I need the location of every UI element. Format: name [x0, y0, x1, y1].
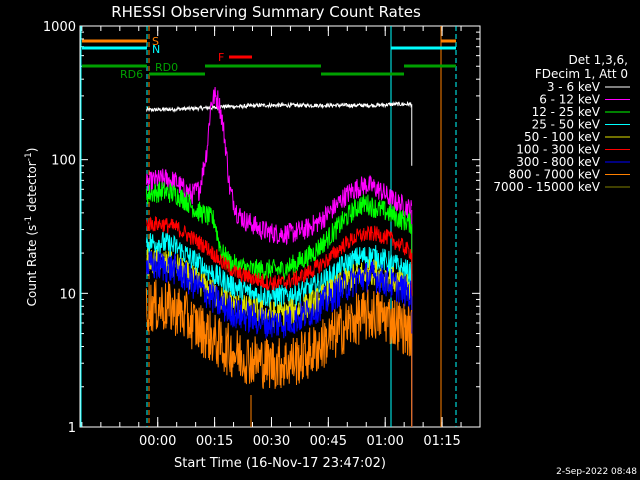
series-line-0	[145, 100, 413, 113]
series-lines	[145, 86, 413, 427]
legend-label: 6 - 12 keV	[539, 93, 601, 107]
series-line-7	[145, 279, 413, 389]
y-tick-label: 10	[59, 287, 76, 302]
y-tick-label: 100	[51, 154, 76, 169]
x-tick-label: 01:00	[366, 434, 403, 449]
flag-label-n: N	[152, 43, 160, 56]
legend-label: 7000 - 15000 keV	[493, 180, 600, 194]
y-tick-label: 1000	[43, 20, 76, 35]
flag-label-s: S	[152, 35, 159, 48]
series-line-2	[145, 181, 413, 282]
flag-label-rd0: RD0	[155, 61, 178, 74]
legend-label: 3 - 6 keV	[547, 80, 601, 94]
legend-label: 50 - 100 keV	[524, 130, 601, 144]
legend-label: 12 - 25 keV	[532, 105, 601, 119]
legend-label: 25 - 50 keV	[532, 118, 601, 132]
chart-title: RHESSI Observing Summary Count Rates	[111, 3, 421, 21]
x-tick-label: 01:15	[423, 434, 460, 449]
flag-label-rd6: RD6	[120, 68, 143, 81]
y-axis-label: Count Rate (s-1 detector-1)	[24, 148, 39, 307]
x-axis-label: Start Time (16-Nov-17 23:47:02)	[174, 456, 386, 471]
x-tick-label: 00:15	[196, 434, 233, 449]
series-line-1	[145, 86, 413, 246]
series-line-5	[145, 216, 413, 291]
footer-date: 2-Sep-2022 08:48	[556, 467, 637, 477]
x-tick-label: 00:30	[253, 434, 290, 449]
x-tick-label: 00:45	[310, 434, 347, 449]
flag-label-f: F	[218, 51, 224, 64]
y-tick-label: 1	[68, 421, 76, 436]
x-axis: 00:00 00:15 00:30 00:45 01:00 01:15	[81, 26, 462, 449]
legend-header-2: FDecim 1, Att 0	[535, 67, 628, 81]
legend-header-1: Det 1,3,6,	[569, 53, 629, 67]
legend-label: 300 - 800 keV	[516, 155, 600, 169]
plot-frame	[79, 25, 481, 428]
legend-label: 800 - 7000 keV	[509, 168, 601, 182]
x-tick-label: 00:00	[139, 434, 176, 449]
flag-labels: SN F RD0 RD6	[120, 35, 224, 81]
series-line-3	[145, 231, 413, 308]
legend-label: 100 - 300 keV	[516, 143, 600, 157]
y-axis: 1 10 100 1000	[43, 20, 480, 436]
